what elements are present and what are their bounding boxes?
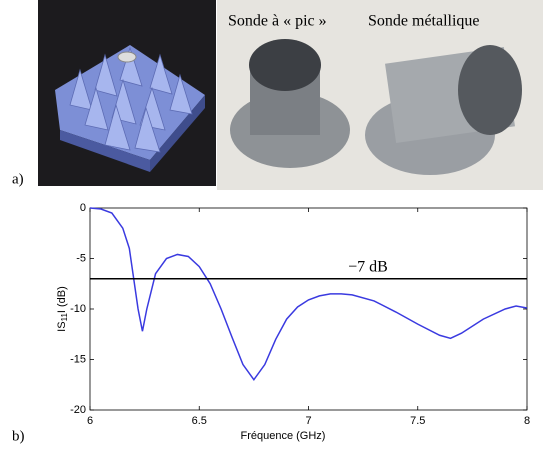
photo-label: Sonde métallique [368, 13, 480, 30]
x-tick-label: 6 [87, 415, 93, 427]
panel-label: a) [12, 171, 24, 187]
y-tick-label: 0 [80, 202, 86, 214]
x-tick-label: 7 [305, 415, 311, 427]
photo-label: Sonde à « pic » [228, 13, 327, 30]
photo-probes [217, 0, 543, 190]
y-tick-label: -15 [70, 353, 86, 365]
threshold-label: −7 dB [348, 258, 388, 275]
x-axis-label: Fréquence (GHz) [241, 430, 326, 442]
y-tick-label: -5 [76, 252, 86, 264]
y-tick-label: -20 [70, 404, 86, 416]
x-tick-label: 6.5 [192, 415, 207, 427]
data-line [89, 207, 528, 381]
x-tick-label: 8 [524, 415, 530, 427]
y-tick-label: -10 [70, 303, 86, 315]
x-tick-label: 7.5 [410, 415, 425, 427]
panel-label: b) [12, 428, 25, 444]
photo-absorber [38, 0, 216, 186]
y-axis-label: IS11I (dB) [56, 286, 69, 332]
plot-frame [89, 207, 528, 411]
